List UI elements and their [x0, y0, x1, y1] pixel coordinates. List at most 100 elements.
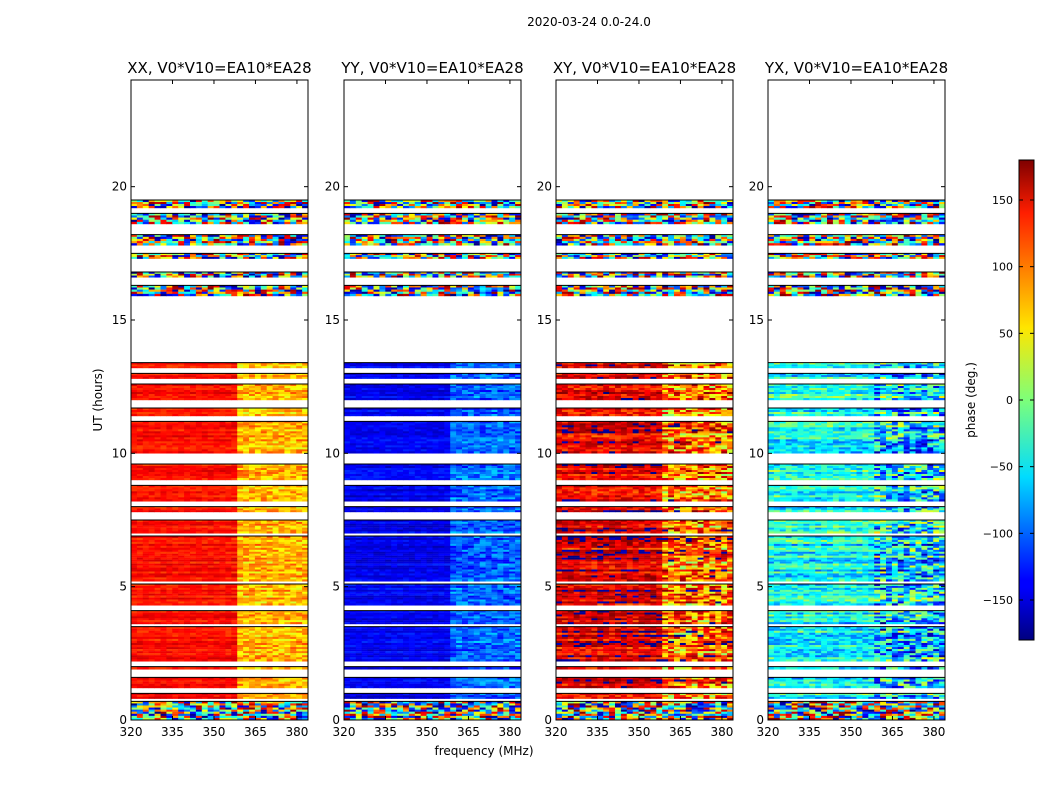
phase-cell [172, 202, 179, 205]
phase-cell [237, 527, 244, 530]
phase-cell [237, 620, 244, 623]
phase-cell [272, 236, 279, 240]
phase-cell [142, 412, 150, 415]
phase-cell [160, 711, 167, 714]
phase-cell [302, 289, 309, 292]
phase-cell [260, 603, 268, 606]
phase-cell [266, 685, 273, 689]
phase-cell [184, 421, 191, 424]
phase-cell [225, 636, 232, 640]
phase-cell [148, 693, 155, 696]
phase-cell [178, 549, 185, 552]
phase-cell [201, 565, 209, 568]
phase-cell [278, 549, 285, 552]
phase-cell [243, 213, 250, 216]
phase-cell [237, 543, 244, 547]
phase-cell [249, 234, 256, 237]
phase-cell [201, 200, 209, 203]
phase-cell [148, 696, 155, 699]
phase-cell [136, 521, 144, 524]
phase-cell [190, 711, 197, 714]
phase-cell [237, 468, 244, 471]
phase-cell [249, 392, 256, 395]
phase-cell [207, 536, 214, 539]
phase-cell [172, 537, 179, 541]
phase-cell [142, 234, 150, 237]
phase-cell [148, 647, 155, 650]
phase-cell [296, 364, 303, 367]
phase-cell [260, 679, 268, 682]
phase-cell [201, 376, 209, 379]
phase-cell [243, 553, 250, 556]
phase-cell [254, 557, 262, 560]
phase-cell [136, 620, 144, 623]
phase-cell [290, 638, 297, 642]
phase-cell [266, 447, 273, 450]
phase-cell [296, 713, 303, 717]
phase-cell [172, 241, 179, 244]
phase-cell [142, 289, 150, 292]
phase-cell [290, 215, 297, 218]
phase-cell [201, 433, 209, 436]
phase-cell [266, 559, 273, 562]
phase-cell [131, 364, 138, 367]
phase-cell [444, 703, 451, 706]
phase-cell [349, 703, 357, 706]
phase-cell [219, 711, 226, 714]
phase-cell [473, 701, 481, 704]
phase-cell [201, 626, 209, 629]
phase-cell [213, 649, 220, 652]
phase-cell [201, 709, 209, 712]
phase-cell [184, 466, 191, 469]
phase-cell [172, 565, 179, 568]
phase-cell [249, 373, 256, 376]
phase-cell [237, 549, 244, 552]
phase-cell [178, 396, 185, 399]
phase-cell [148, 585, 155, 589]
phase-cell [178, 599, 185, 602]
phase-cell [184, 275, 191, 278]
phase-cell [207, 275, 214, 278]
phase-cell [266, 466, 273, 469]
phase-cell [190, 589, 197, 592]
phase-cell [131, 693, 138, 696]
phase-cell [296, 537, 303, 541]
phase-cell [184, 597, 191, 600]
phase-cell [201, 472, 209, 475]
phase-cell [184, 715, 191, 719]
phase-cell [190, 679, 197, 682]
phase-cell [266, 573, 273, 576]
phase-cell [184, 390, 191, 393]
phase-cell [243, 543, 250, 547]
phase-cell [160, 626, 167, 629]
phase-cell [207, 408, 214, 411]
phase-cell [355, 705, 363, 708]
phase-cell [148, 427, 155, 430]
phase-cell [219, 536, 226, 539]
phase-cell [302, 565, 309, 568]
phase-cell [142, 362, 150, 365]
phase-cell [131, 555, 138, 558]
phase-cell [154, 696, 161, 699]
phase-cell [231, 681, 238, 684]
phase-cell [136, 645, 144, 648]
phase-cell [166, 707, 173, 710]
phase-cell [272, 499, 279, 502]
phase-cell [213, 287, 220, 290]
phase-cell [190, 468, 197, 471]
phase-cell [201, 202, 209, 205]
phase-cell [302, 421, 309, 424]
phase-cell [302, 256, 309, 259]
phase-cell [302, 396, 309, 399]
phase-cell [225, 666, 232, 670]
phase-cell [172, 575, 179, 578]
phase-cell [278, 565, 285, 568]
phase-cell [160, 645, 167, 648]
phase-cell [148, 238, 155, 242]
phase-cell [213, 569, 220, 572]
phase-cell [184, 593, 191, 596]
phase-cell [278, 236, 285, 240]
phase-cell [178, 398, 185, 401]
phase-cell [296, 705, 303, 708]
